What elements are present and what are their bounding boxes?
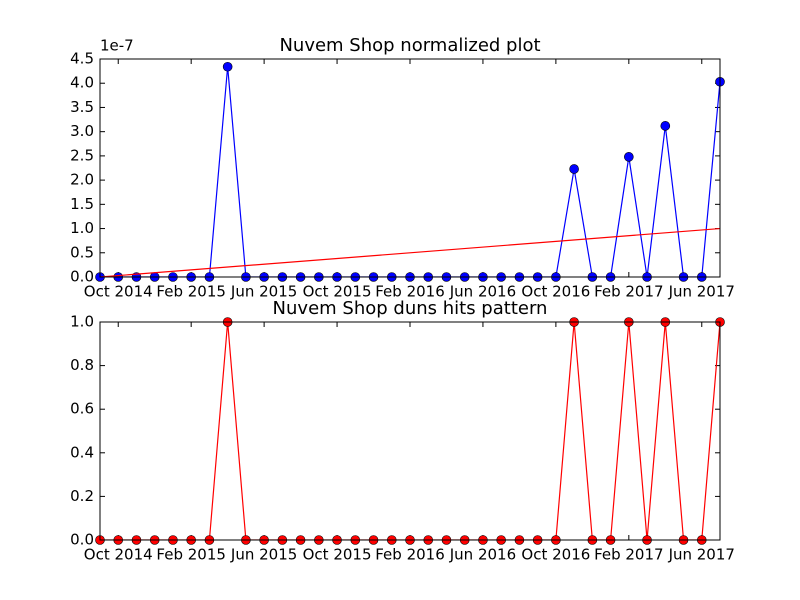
y-tick-label: 2.0 <box>70 171 94 189</box>
y-tick-label: 0.0 <box>70 531 94 549</box>
x-tick-label: Oct 2016 <box>521 546 590 564</box>
x-tick-label: Feb 2015 <box>156 546 226 564</box>
y-tick-label: 0.2 <box>70 487 94 505</box>
x-tick-label: Jun 2015 <box>230 546 297 564</box>
x-tick-label: Jun 2015 <box>230 283 297 301</box>
y-tick-label: 1.5 <box>70 195 94 213</box>
x-tick-label: Feb 2016 <box>375 546 445 564</box>
data-point <box>569 164 579 174</box>
data-line <box>100 227 720 277</box>
x-tick-label: Feb 2016 <box>375 283 445 301</box>
data-line <box>100 322 720 540</box>
y-tick-label: 4.0 <box>70 74 94 92</box>
plot-frame <box>99 58 721 278</box>
chart-title: Nuvem Shop duns hits pattern <box>273 298 548 319</box>
y-tick-label: 0.5 <box>70 243 94 261</box>
axis-offset-label: 1e-7 <box>100 37 134 55</box>
y-tick-label: 1.0 <box>70 313 94 331</box>
x-tick-label: Oct 2016 <box>521 283 590 301</box>
x-tick-label: Feb 2017 <box>594 546 664 564</box>
y-tick-label: 2.5 <box>70 146 94 164</box>
data-point <box>222 61 233 72</box>
x-tick-label: Oct 2015 <box>303 283 372 301</box>
x-tick-label: Oct 2014 <box>84 283 153 301</box>
data-point <box>624 152 634 162</box>
data-line <box>100 66 720 277</box>
x-tick-label: Oct 2015 <box>303 546 372 564</box>
data-point <box>660 121 671 131</box>
y-tick-label: 3.5 <box>70 98 94 116</box>
y-tick-label: 0.8 <box>70 356 94 374</box>
x-tick-label: Jun 2017 <box>668 546 735 564</box>
x-tick-label: Feb 2015 <box>156 283 226 301</box>
y-tick-label: 0.4 <box>70 443 94 461</box>
x-tick-label: Feb 2017 <box>594 283 664 301</box>
plot-frame <box>99 321 721 541</box>
chart-title: Nuvem Shop normalized plot <box>279 35 540 56</box>
y-tick-label: 0.0 <box>70 268 94 286</box>
y-tick-label: 1.0 <box>70 219 94 237</box>
x-tick-label: Oct 2014 <box>84 546 153 564</box>
x-tick-label: Jun 2016 <box>449 546 516 564</box>
y-tick-label: 4.5 <box>70 50 94 68</box>
y-tick-label: 3.0 <box>70 122 94 140</box>
y-tick-label: 0.6 <box>70 400 94 418</box>
x-tick-label: Jun 2017 <box>668 283 735 301</box>
x-tick-label: Jun 2016 <box>449 283 516 301</box>
